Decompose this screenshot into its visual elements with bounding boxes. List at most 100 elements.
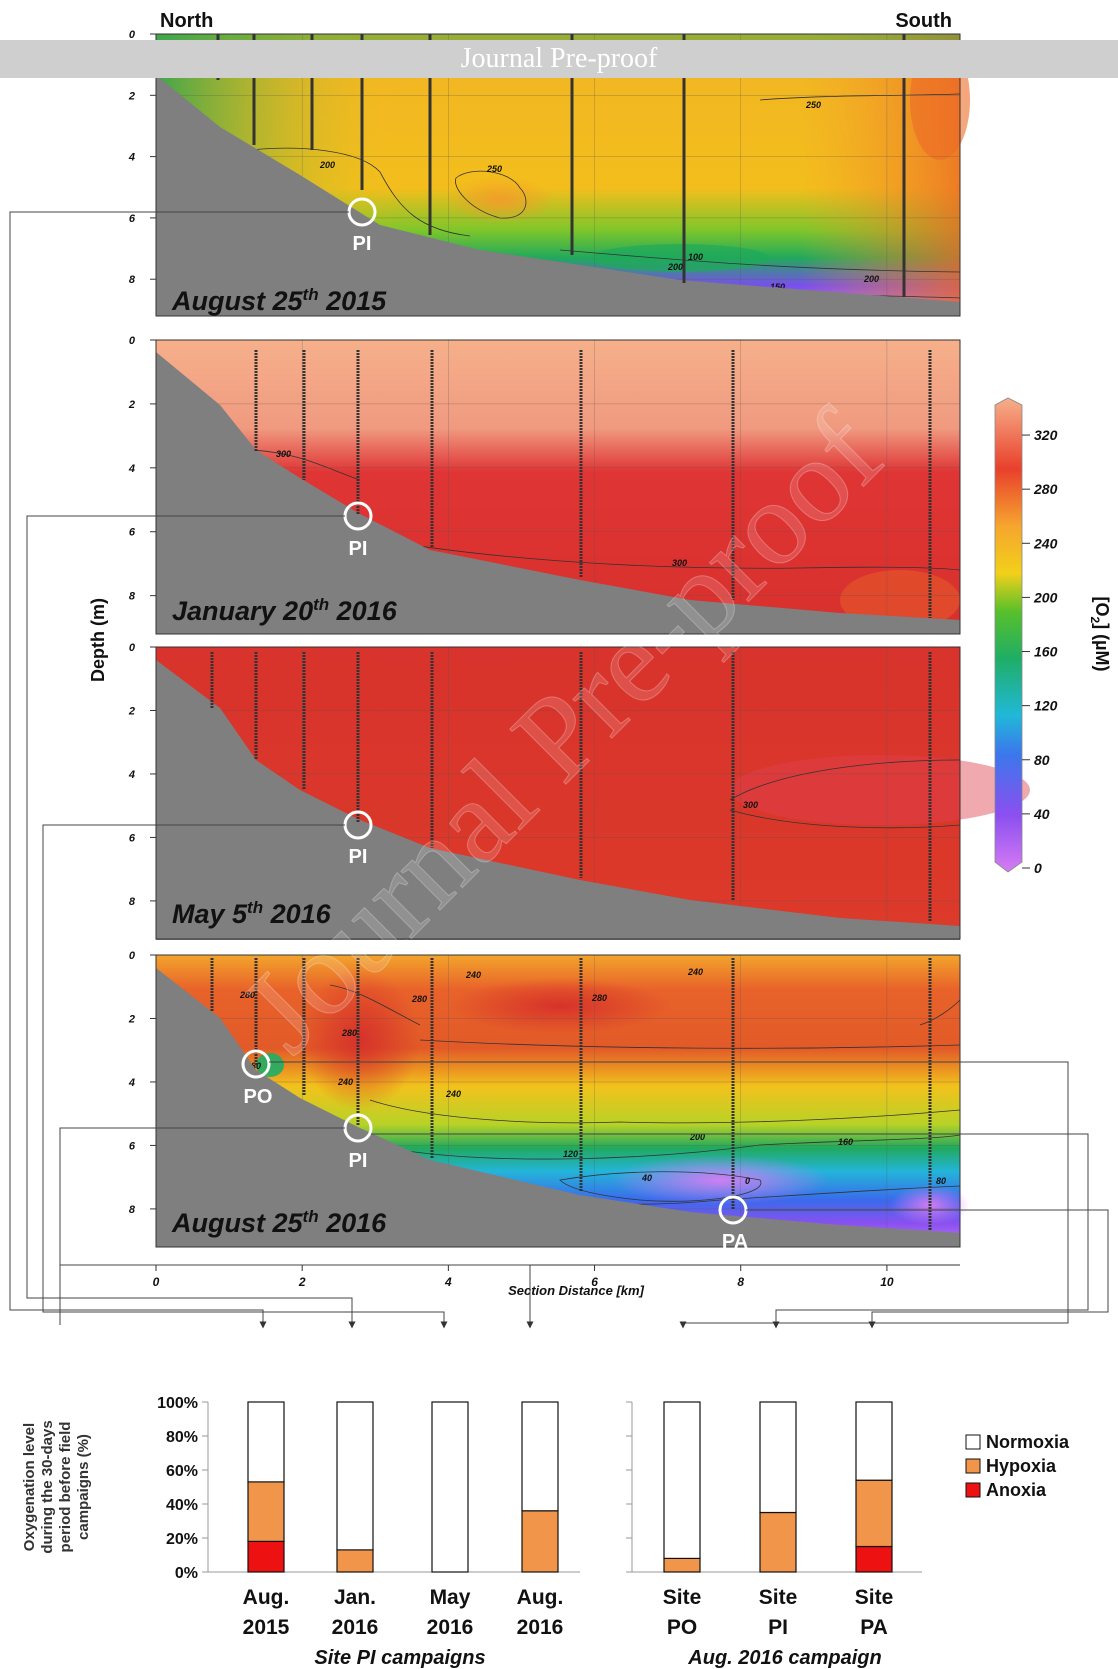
x-tick-label: 0 <box>153 1275 160 1289</box>
lake-bottom <box>156 660 960 940</box>
bar-normoxia <box>663 1401 701 1559</box>
bar-category-label: PO <box>667 1616 697 1639</box>
site-label-pi: PI <box>353 233 372 255</box>
lake-bottom <box>156 968 960 1247</box>
bar-category-label: 2015 <box>243 1616 290 1639</box>
bar-category-label: Aug. <box>243 1586 290 1609</box>
depth-tick-label: 2 <box>128 399 135 411</box>
bar-normoxia <box>431 1401 469 1573</box>
depth-tick-label: 2 <box>128 90 135 102</box>
panel-date-aug-2015: August 25th 2015 <box>171 285 387 316</box>
lake-bottom <box>156 34 960 316</box>
lake-bottom <box>156 340 960 634</box>
colorbar-tick-label: 80 <box>1034 752 1050 768</box>
north-label: North <box>160 10 213 32</box>
x-tick-label: 8 <box>737 1275 744 1289</box>
svg-text:Oxygenation level: Oxygenation level <box>21 1423 38 1551</box>
connector-aug-2015 <box>9 211 349 1329</box>
contour-label: 240 <box>445 1089 461 1099</box>
panel-date-aug-2016: August 25th 2016 <box>171 1207 387 1238</box>
contour-label: 200 <box>863 274 879 284</box>
bar-chart-1-xlabel: Site PI campaigns <box>314 1647 485 1669</box>
colorbar-tick-label: 200 <box>1033 589 1058 605</box>
contour-label: 280 <box>591 993 607 1003</box>
colorbar-tick-label: 160 <box>1034 644 1058 660</box>
contour-label: 300 <box>276 449 291 459</box>
bar-normoxia <box>759 1401 797 1514</box>
connector-may-2016 <box>42 824 448 1329</box>
bar-hypoxia <box>855 1479 893 1548</box>
contour-label: 240 <box>337 1077 353 1087</box>
depth-tick-label: 0 <box>129 950 136 962</box>
contour-label: 160 <box>838 1137 853 1147</box>
legend-label-normoxia: Normoxia <box>986 1432 1070 1452</box>
bar-y-tick-label: 40% <box>166 1497 198 1514</box>
bar-category-label: 2016 <box>332 1616 379 1639</box>
colorbar-tick-label: 240 <box>1033 535 1058 551</box>
bar-chart-aug-2016: Site PO Site PI Site PA Aug. 2016 campaign <box>626 1401 922 1669</box>
contour-label: 80 <box>936 1176 946 1186</box>
contour-label: 120 <box>563 1149 578 1159</box>
bar-hypoxia <box>759 1511 797 1573</box>
colorbar-scale <box>994 397 1023 873</box>
colorbar-ticks: 320 280 240 200 160 120 80 40 0 <box>1022 427 1058 876</box>
svg-text:during the 30-days: during the 30-days <box>39 1420 56 1553</box>
bar-normoxia <box>521 1401 559 1512</box>
depth-tick-label: 0 <box>129 642 136 654</box>
depth-tick-label: 0 <box>129 335 136 347</box>
site-label-po: PO <box>244 1086 273 1108</box>
depth-axis-label: Depth (m) <box>88 598 108 682</box>
bar-y-tick-label: 0% <box>175 1565 198 1582</box>
contour-label: 150 <box>770 282 785 292</box>
depth-axes: 0 2 4 6 8 0 2 4 6 8 0 2 4 6 8 0 2 4 6 8 <box>128 29 156 1216</box>
depth-tick-label: 8 <box>129 896 136 908</box>
bar-hypoxia <box>521 1510 559 1573</box>
bar-category-label: Site <box>759 1586 798 1609</box>
colorbar-tick-label: 320 <box>1034 427 1058 443</box>
contour-label: 280 <box>411 994 427 1004</box>
colorbar-tick-label: 40 <box>1033 806 1050 822</box>
bar-category-label: May <box>430 1586 471 1609</box>
contour-label: 240 <box>465 970 481 980</box>
panel-date-labels: August 25th 2015 January 20th 2016 May 5… <box>171 285 398 1238</box>
watermark-banner <box>0 40 1118 78</box>
x-tick-label: 10 <box>880 1275 894 1289</box>
contour-lines <box>249 449 961 571</box>
depth-tick-label: 4 <box>128 152 135 164</box>
site-label-pi: PI <box>349 1150 368 1172</box>
bar-chart-site-pi: 0% 20% 40% 60% 80% 100% Aug. 2015 Jan. 2016 May 20… <box>21 1395 580 1669</box>
x-tick-label: 6 <box>591 1275 598 1289</box>
site-label-pa: PA <box>722 1231 748 1253</box>
panel-frame <box>155 954 961 1248</box>
contour-label: 280 <box>341 1028 357 1038</box>
oxygen-patch <box>450 978 670 1034</box>
oxygen-patch <box>300 970 420 1110</box>
colorbar-tick-label: 0 <box>1034 860 1042 876</box>
x-tick-label: 2 <box>298 1275 306 1289</box>
bar-category-label: PA <box>860 1616 888 1639</box>
contour-label: 200 <box>689 1132 705 1142</box>
bar-chart-2-xlabel: Aug. 2016 campaign <box>687 1647 881 1669</box>
depth-tick-label: 0 <box>129 29 136 41</box>
contour-label: 200 <box>319 160 335 170</box>
connector-site-pi <box>371 1133 1089 1329</box>
panel-frame <box>155 33 961 317</box>
oxygen-maximum-patch <box>445 176 555 224</box>
svg-text:period before field: period before field <box>57 1422 74 1553</box>
oxygen-patch <box>730 755 1030 825</box>
site-marker-po <box>241 1049 271 1079</box>
connector-aug-2016 <box>59 1128 534 1329</box>
contour-label: 100 <box>688 252 703 262</box>
bar-category-label: Site <box>663 1586 702 1609</box>
colorbar-tick-label: 120 <box>1034 698 1058 714</box>
colorbar: 320 280 240 200 160 120 80 40 0 [O2] (µM) <box>994 397 1112 876</box>
x-tick-label: 4 <box>444 1275 452 1289</box>
bar-category-label: 2016 <box>517 1616 564 1639</box>
connector-site-po <box>269 1061 1069 1329</box>
panel-frame <box>155 339 961 635</box>
bar-category-label: 2016 <box>427 1616 474 1639</box>
depth-tick-label: 8 <box>129 1204 136 1216</box>
bar-y-tick-label: 80% <box>166 1429 198 1446</box>
contour-label: 300 <box>672 558 687 568</box>
